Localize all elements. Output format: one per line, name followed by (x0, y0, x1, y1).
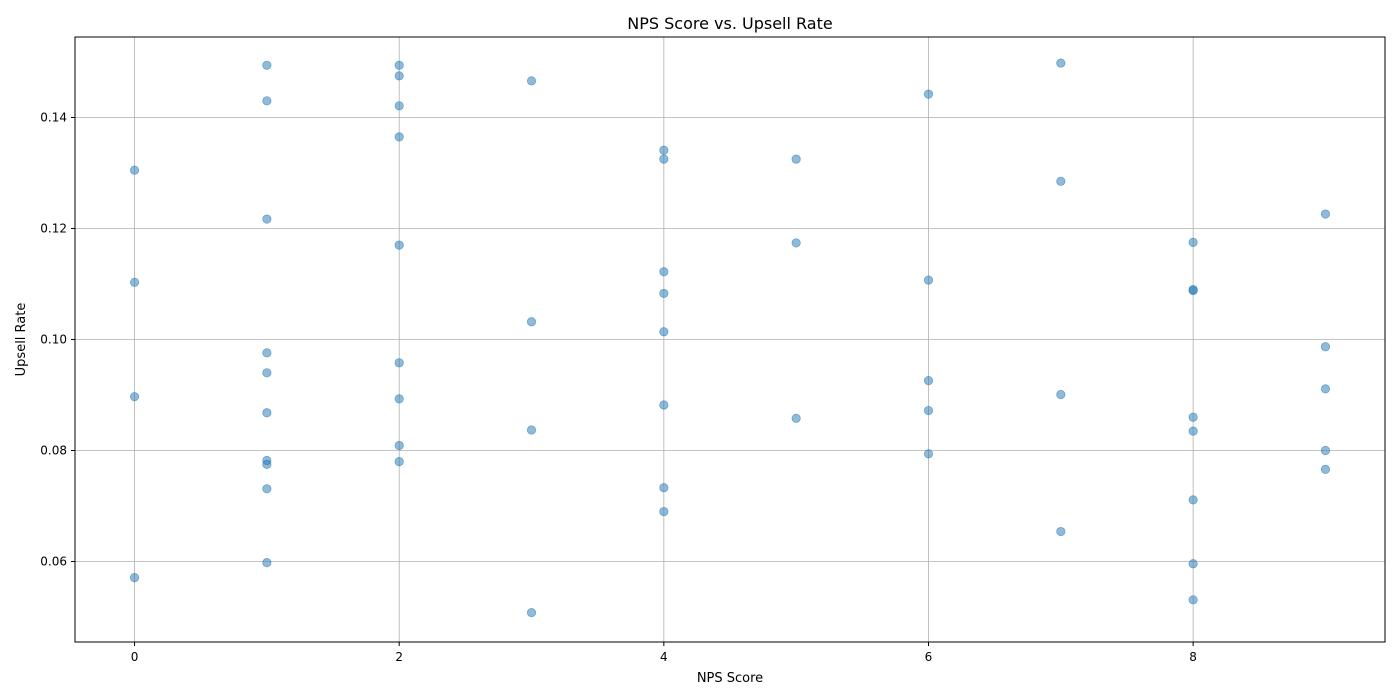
data-point (394, 60, 404, 70)
data-point (394, 71, 404, 81)
y-axis-ticks: 0.06 0.08 0.10 0.12 0.14 (40, 110, 75, 569)
data-point (1320, 464, 1331, 474)
data-point (659, 506, 669, 517)
x-tick-label: 8 (1189, 650, 1197, 664)
data-point (923, 405, 934, 416)
data-point (1188, 559, 1198, 569)
data-point (1320, 209, 1331, 219)
data-point (1056, 526, 1066, 537)
data-point (1056, 58, 1066, 68)
y-axis-label: Upsell Rate (14, 303, 29, 377)
data-point (659, 400, 669, 410)
data-point (659, 288, 669, 299)
data-point (659, 483, 669, 493)
data-point (394, 101, 404, 111)
data-point (1188, 495, 1198, 505)
x-tick-label: 6 (925, 650, 933, 664)
data-point (262, 96, 272, 106)
data-point (262, 558, 272, 568)
data-point (791, 413, 801, 423)
data-point (262, 459, 272, 469)
data-point (394, 240, 404, 250)
data-point (1188, 595, 1198, 605)
data-point (129, 277, 140, 287)
data-point (394, 440, 404, 451)
x-axis-label: NPS Score (697, 671, 763, 686)
data-point (262, 484, 272, 494)
data-point (262, 408, 272, 418)
data-point (1188, 412, 1198, 422)
data-point (129, 165, 140, 175)
data-point (1320, 342, 1331, 352)
data-point (659, 267, 669, 277)
y-tick-label: 0.10 (40, 333, 67, 347)
data-point (262, 60, 272, 70)
data-point (923, 275, 934, 285)
chart-title: NPS Score vs. Upsell Rate (627, 14, 832, 33)
data-point (394, 457, 404, 467)
data-point (394, 358, 404, 368)
data-point (526, 76, 537, 86)
y-tick-label: 0.06 (40, 555, 67, 569)
data-point (1056, 176, 1066, 186)
y-tick-label: 0.12 (40, 221, 67, 235)
x-tick-label: 0 (131, 650, 139, 664)
x-axis-ticks: 0 2 4 6 8 (131, 642, 1197, 664)
data-point (659, 327, 669, 337)
data-point (129, 392, 140, 402)
data-point (1188, 426, 1198, 436)
data-point (262, 214, 272, 224)
data-point (659, 154, 669, 164)
data-point (1056, 389, 1066, 400)
data-point (791, 238, 801, 248)
y-tick-label: 0.14 (40, 110, 67, 124)
data-point (129, 573, 140, 583)
data-point (262, 348, 272, 358)
data-point (1320, 445, 1331, 456)
data-point (1320, 384, 1331, 394)
data-point (791, 154, 801, 164)
grid (75, 37, 1385, 642)
data-point (923, 375, 934, 386)
data-point (1188, 286, 1198, 296)
x-tick-label: 4 (660, 650, 668, 664)
y-tick-label: 0.08 (40, 444, 67, 458)
data-point (526, 425, 537, 435)
data-point (659, 145, 669, 155)
data-points (129, 58, 1331, 618)
data-point (394, 394, 404, 404)
data-point (394, 132, 404, 142)
data-point (923, 89, 934, 99)
data-point (1188, 237, 1198, 247)
data-point (262, 368, 272, 378)
data-point (923, 449, 934, 459)
data-point (526, 317, 537, 327)
x-tick-label: 2 (395, 650, 403, 664)
data-point (526, 607, 537, 618)
